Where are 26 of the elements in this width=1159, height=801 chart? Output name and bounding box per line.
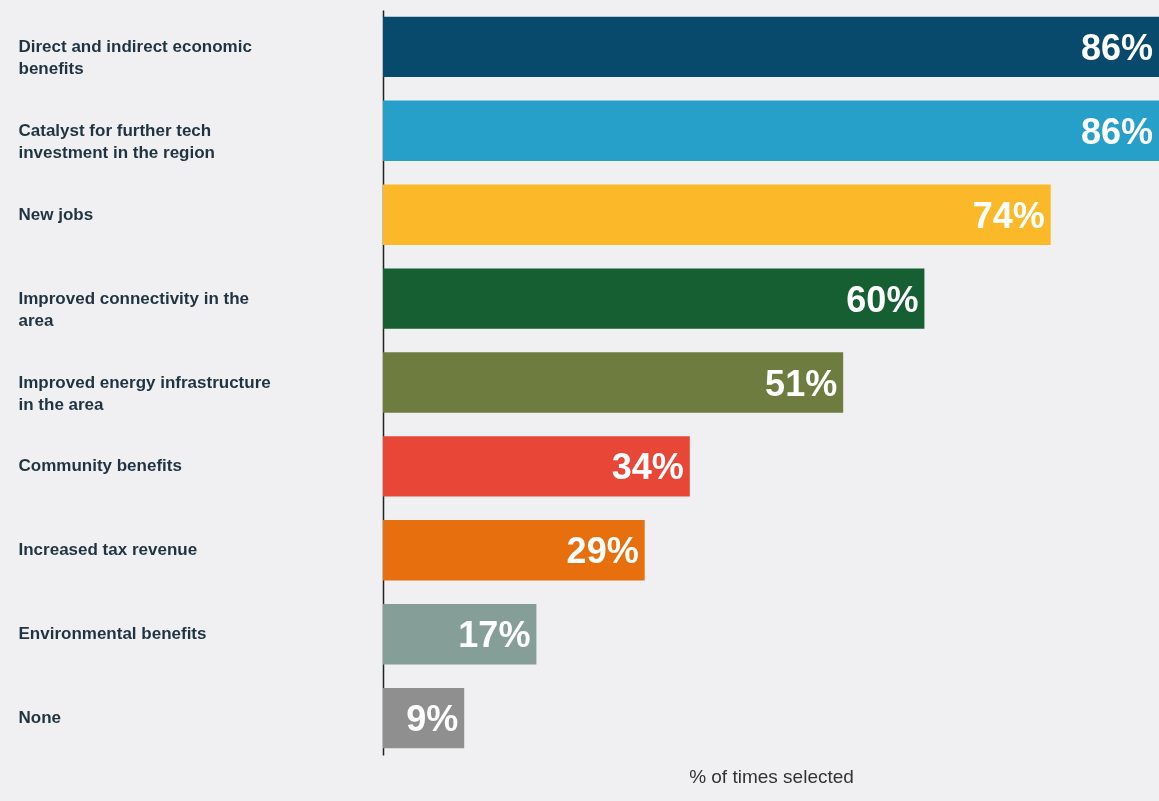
y-tick-label: Improved connectivity in the area <box>18 288 249 330</box>
bar <box>383 16 1159 78</box>
data-label: 86% <box>1080 26 1153 68</box>
bar <box>383 352 844 413</box>
bar <box>383 436 690 497</box>
x-axis-title: % of times selected <box>689 765 854 787</box>
bar <box>383 184 1051 245</box>
data-label: 60% <box>846 278 919 320</box>
y-tick-label: None <box>18 708 61 728</box>
data-label: 74% <box>972 194 1045 236</box>
y-tick-label: Environmental benefits <box>18 624 207 644</box>
data-label: 29% <box>566 530 639 572</box>
y-tick-label: Increased tax revenue <box>18 540 198 560</box>
y-tick-label: Catalyst for further tech investment in the region <box>18 120 215 162</box>
bar <box>383 520 645 581</box>
y-tick-label: Direct and indirect economic benefits <box>18 36 252 78</box>
data-label: 9% <box>406 698 459 740</box>
data-label: 17% <box>458 614 531 656</box>
data-label: 86% <box>1080 110 1153 152</box>
y-tick-label: New jobs <box>18 204 94 224</box>
bar <box>383 100 1159 162</box>
data-label: 34% <box>611 446 684 488</box>
y-tick-label: Community benefits <box>18 456 182 476</box>
bar <box>383 268 925 329</box>
y-tick-label: Improved energy infrastructure in the area <box>18 372 271 414</box>
data-label: 51% <box>765 362 838 404</box>
